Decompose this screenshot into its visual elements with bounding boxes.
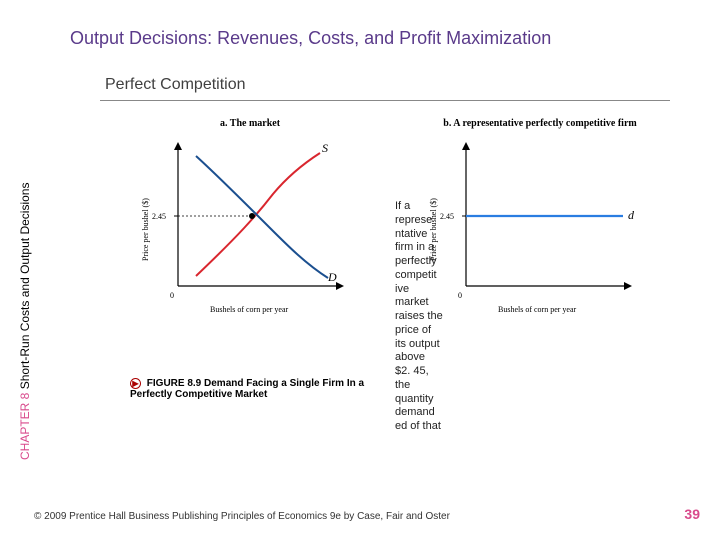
figure-area: a. The market 2.45 0 S <box>100 118 660 398</box>
description-text: If a represe ntative firm in a perfectly… <box>395 200 443 434</box>
caption-lead: FIGURE 8.9 <box>147 378 201 389</box>
panel-a-xlabel: Bushels of corn per year <box>210 305 289 314</box>
panel-b-title: b. A representative perfectly competitiv… <box>420 118 660 129</box>
divider <box>100 100 670 101</box>
figure-caption: ▶ FIGURE 8.9 Demand Facing a Single Firm… <box>130 378 385 400</box>
chapter-text: Short-Run Costs and Output Decisions <box>18 183 32 393</box>
demand-label-b: d <box>628 208 635 222</box>
demand-label-a: D <box>327 270 337 284</box>
panel-a-chart: 2.45 0 S D Price per bushel ($) Bushels … <box>140 136 370 331</box>
demand-curve <box>196 156 328 278</box>
caption-arrow-icon: ▶ <box>130 378 141 389</box>
section-subtitle: Perfect Competition <box>105 76 246 94</box>
panel-b-origin: 0 <box>458 291 462 300</box>
footer-copyright: © 2009 Prentice Hall Business Publishing… <box>34 511 450 522</box>
supply-label: S <box>322 141 328 155</box>
panel-b-xlabel: Bushels of corn per year <box>498 305 577 314</box>
equilibrium-point <box>249 213 255 219</box>
panel-a-ytick: 2.45 <box>152 212 166 221</box>
chapter-label: CHAPTER 8 <box>18 393 32 460</box>
panel-b-chart: 2.45 0 d Price per bushel ($) Bushels of… <box>428 136 658 331</box>
chapter-sidebar: CHAPTER 8 Short-Run Costs and Output Dec… <box>18 183 32 460</box>
page-number: 39 <box>684 506 700 522</box>
panel-a-origin: 0 <box>170 291 174 300</box>
panel-a-ylabel: Price per bushel ($) <box>141 198 150 261</box>
panel-a-title: a. The market <box>140 118 360 129</box>
page-title: Output Decisions: Revenues, Costs, and P… <box>70 28 551 49</box>
